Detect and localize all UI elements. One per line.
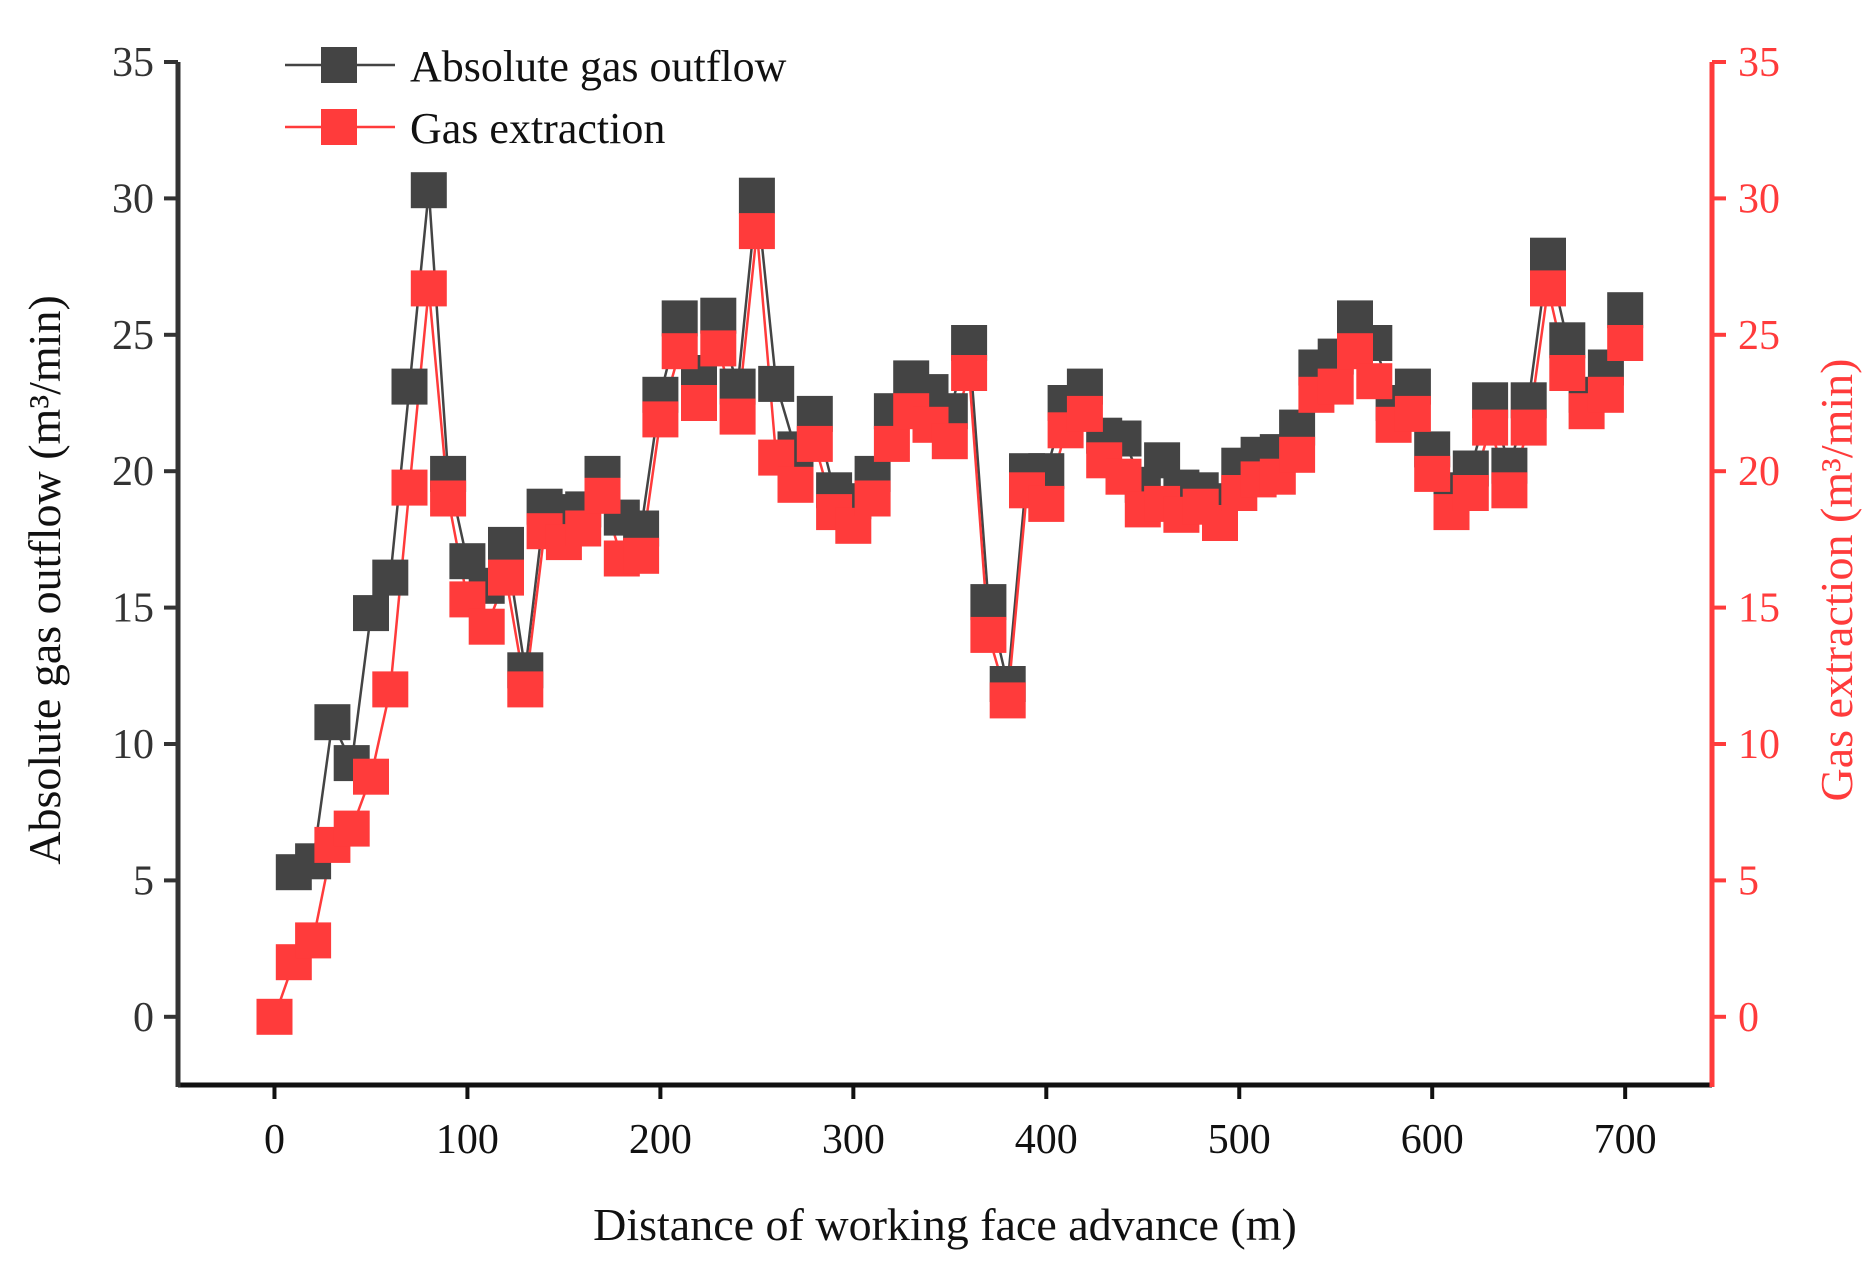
- data-point-gas: [1587, 376, 1624, 413]
- x-tick-label: 0: [264, 1117, 285, 1163]
- legend-label-abs: Absolute gas outflow: [410, 42, 787, 91]
- data-point-gas: [1491, 472, 1528, 509]
- data-point-gas: [1607, 325, 1644, 361]
- data-point-gas: [1510, 409, 1547, 446]
- data-point-gas: [1105, 458, 1142, 495]
- data-point-gas: [353, 758, 389, 795]
- right-y-tick-label: 10: [1738, 722, 1780, 768]
- data-point-gas: [738, 213, 775, 250]
- right-y-tick-label: 35: [1738, 40, 1780, 86]
- left-y-tick-label: 15: [112, 586, 154, 632]
- data-point-gas: [391, 469, 428, 506]
- legend-item-absolute-gas-outflow: Absolute gas outflow: [285, 42, 787, 91]
- right-y-tick-label: 15: [1738, 586, 1780, 632]
- data-point-gas: [410, 270, 447, 307]
- legend-label-gas: Gas extraction: [410, 104, 665, 153]
- data-point-abs: [1530, 237, 1566, 274]
- right-y-tick-label: 25: [1738, 313, 1780, 359]
- data-point-gas: [1472, 409, 1509, 446]
- series-markers: [256, 172, 1644, 1035]
- left-y-tick-label: 10: [112, 722, 154, 768]
- data-point-gas: [1317, 368, 1354, 405]
- data-point-gas: [1530, 270, 1566, 307]
- left-y-axis-label: Absolute gas outflow (m³/min): [19, 295, 70, 865]
- data-point-gas: [333, 810, 370, 847]
- legend: Absolute gas outflow Gas extraction: [285, 42, 787, 153]
- data-point-gas: [584, 477, 621, 514]
- right-y-tick-label: 30: [1738, 176, 1780, 222]
- data-point-abs: [410, 172, 447, 209]
- axes: [175, 62, 1715, 1088]
- data-point-gas: [989, 682, 1026, 719]
- data-point-gas: [951, 355, 988, 391]
- data-point-gas: [488, 559, 524, 596]
- x-tick-label: 400: [1015, 1117, 1078, 1163]
- data-point-abs: [758, 365, 795, 402]
- data-point-gas: [796, 425, 833, 462]
- data-point-abs: [1607, 292, 1644, 329]
- data-point-gas: [1356, 363, 1393, 400]
- right-y-tick-label: 20: [1738, 449, 1780, 495]
- data-point-abs: [391, 368, 428, 405]
- data-point-gas: [372, 671, 409, 708]
- left-y-tick-label: 25: [112, 313, 154, 359]
- data-point-abs: [488, 526, 524, 563]
- data-point-gas: [719, 398, 756, 435]
- data-point-gas: [1279, 436, 1316, 473]
- left-y-tick-label: 35: [112, 40, 154, 86]
- data-point-gas: [1394, 395, 1431, 432]
- data-point-gas: [623, 537, 660, 574]
- right-y-axis-label: Gas extraction (m³/min): [1811, 359, 1862, 802]
- data-point-gas: [970, 616, 1007, 653]
- data-point-gas: [931, 423, 968, 460]
- x-tick-label: 700: [1594, 1117, 1657, 1163]
- data-point-gas: [642, 401, 679, 438]
- data-point-gas: [700, 330, 737, 367]
- data-point-gas: [256, 998, 293, 1035]
- data-point-gas: [661, 333, 698, 370]
- data-point-abs: [1549, 322, 1586, 359]
- x-tick-label: 100: [436, 1117, 499, 1163]
- left-y-tick-label: 30: [112, 176, 154, 222]
- data-point-abs: [372, 559, 409, 596]
- data-point-abs: [700, 297, 737, 334]
- data-point-abs: [314, 704, 351, 741]
- right-y-tick-label: 5: [1738, 858, 1759, 904]
- left-y-tick-label: 0: [133, 995, 154, 1041]
- right-y-tick-label: 0: [1738, 995, 1759, 1041]
- left-y-tick-label: 5: [133, 858, 154, 904]
- data-point-gas: [468, 608, 505, 645]
- data-point-gas: [777, 466, 814, 503]
- x-tick-label: 200: [629, 1117, 692, 1163]
- data-point-gas: [565, 510, 602, 547]
- data-point-abs: [738, 177, 775, 214]
- x-axis-label: Distance of working face advance (m): [593, 1199, 1297, 1250]
- data-point-gas: [507, 671, 544, 708]
- data-point-gas: [1028, 485, 1065, 522]
- x-tick-label: 300: [822, 1117, 885, 1163]
- data-point-abs: [661, 300, 698, 337]
- data-point-gas: [1066, 395, 1103, 432]
- data-point-gas: [1549, 355, 1586, 391]
- data-point-gas: [430, 480, 467, 517]
- axis-ticks: 0 100 200 300 400 500 600 700 0 5 10 15 20 25 30 35 0 5 10…: [112, 40, 1780, 1163]
- data-point-gas: [873, 425, 910, 462]
- x-tick-label: 600: [1401, 1117, 1464, 1163]
- left-y-tick-label: 20: [112, 449, 154, 495]
- data-point-gas: [854, 480, 891, 517]
- legend-marker-gas: [321, 109, 357, 145]
- legend-item-gas-extraction: Gas extraction: [285, 104, 665, 153]
- data-point-gas: [1414, 455, 1451, 492]
- legend-marker-abs: [321, 47, 357, 83]
- data-point-gas: [1452, 475, 1489, 511]
- data-point-gas: [681, 385, 717, 421]
- data-point-gas: [295, 922, 332, 959]
- data-point-abs: [353, 595, 389, 632]
- x-tick-label: 500: [1208, 1117, 1271, 1163]
- data-point-abs: [970, 584, 1007, 621]
